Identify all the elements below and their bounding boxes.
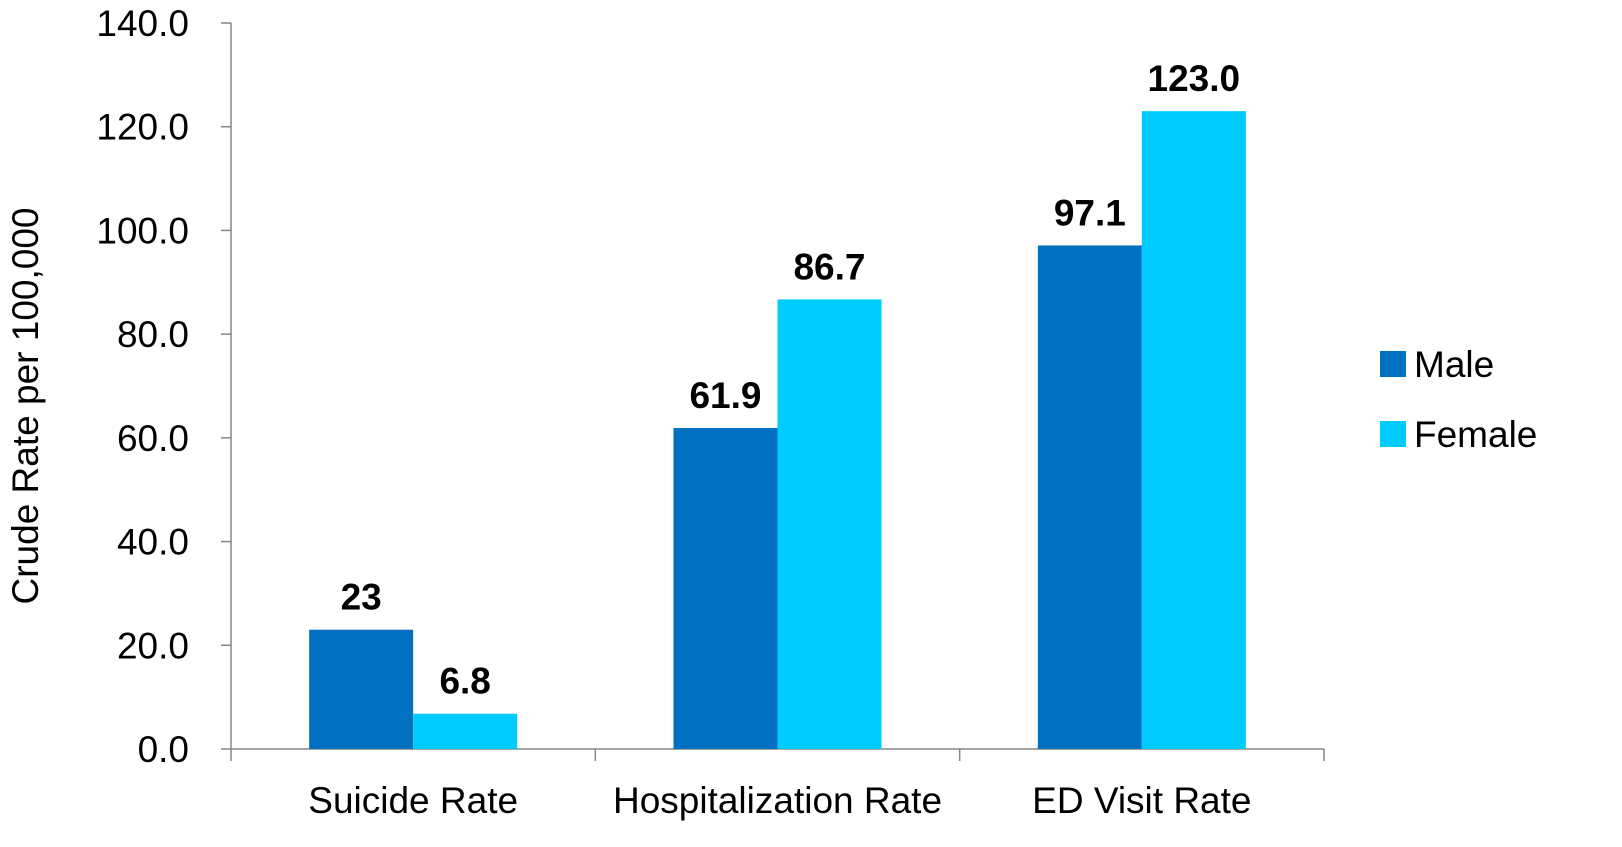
x-category-label: Hospitalization Rate xyxy=(613,780,942,821)
x-axis: Suicide Rate Hospitalization Rate ED Visit… xyxy=(230,748,1325,821)
y-tick-label: 40.0 xyxy=(117,522,189,563)
x-category-label: Suicide Rate xyxy=(308,780,518,821)
legend-label-male: Male xyxy=(1414,344,1494,385)
bars xyxy=(309,111,1246,749)
legend-swatch-male xyxy=(1380,351,1406,377)
data-label-male-0: 23 xyxy=(341,577,382,618)
bar-female-0 xyxy=(413,713,518,749)
y-tick-label: 20.0 xyxy=(117,625,189,666)
data-label-female-1: 86.7 xyxy=(793,246,865,287)
legend-label-female: Female xyxy=(1414,414,1537,455)
bar-female-1 xyxy=(777,299,882,749)
bar-male-2 xyxy=(1037,245,1142,749)
data-labels: 23 6.8 61.9 86.7 97.1 123.0 xyxy=(341,58,1241,702)
y-axis-title: Crude Rate per 100,000 xyxy=(5,208,46,605)
legend: Male Female xyxy=(1380,344,1537,455)
data-label-female-2: 123.0 xyxy=(1148,58,1241,99)
data-label-female-0: 6.8 xyxy=(439,661,490,702)
legend-swatch-female xyxy=(1380,421,1406,447)
x-category-label: ED Visit Rate xyxy=(1032,780,1251,821)
bar-male-1 xyxy=(673,428,778,749)
data-label-male-1: 61.9 xyxy=(689,375,761,416)
y-tick-label: 140.0 xyxy=(96,3,189,44)
y-axis: 0.0 20.0 40.0 60.0 80.0 100.0 120.0 140.0 xyxy=(96,3,232,770)
data-label-male-2: 97.1 xyxy=(1054,192,1126,233)
y-tick-label: 0.0 xyxy=(138,729,189,770)
y-tick-label: 60.0 xyxy=(117,418,189,459)
bar-female-2 xyxy=(1141,111,1246,749)
y-tick-label: 80.0 xyxy=(117,314,189,355)
y-tick-label: 120.0 xyxy=(96,107,189,148)
y-tick-label: 100.0 xyxy=(96,210,189,251)
bar-male-0 xyxy=(309,629,414,749)
